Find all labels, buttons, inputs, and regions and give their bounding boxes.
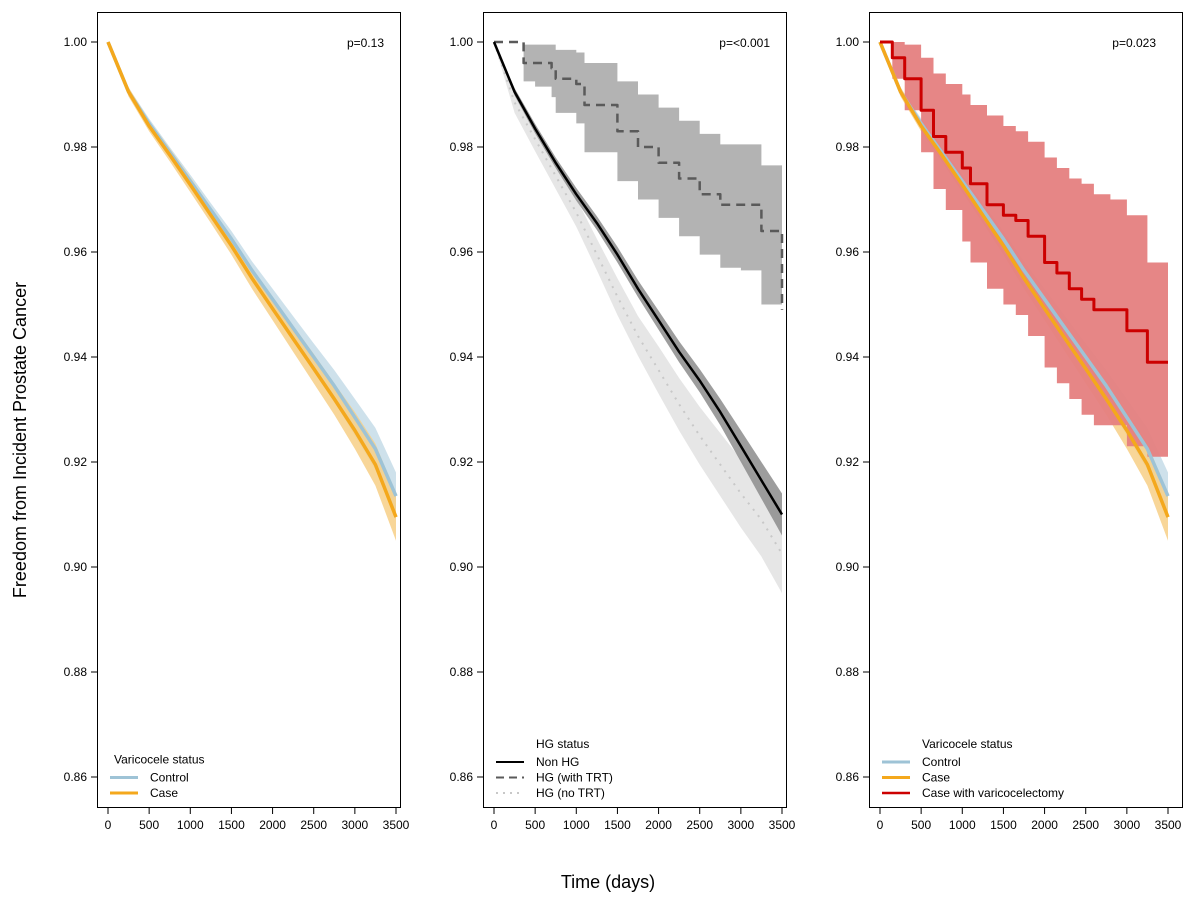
legend-title: Varicocele status <box>922 737 1013 751</box>
legend-entry: Case <box>922 771 950 785</box>
y-tick-label: 0.86 <box>64 770 88 784</box>
x-tick-label: 500 <box>139 818 159 832</box>
y-tick-label: 0.88 <box>836 665 860 679</box>
x-tick-label: 1500 <box>218 818 245 832</box>
y-tick-label: 0.94 <box>450 350 474 364</box>
x-tick-label: 2500 <box>1072 818 1099 832</box>
series-line <box>880 40 1168 364</box>
legend-entry: Control <box>922 755 961 769</box>
y-tick-label: 0.90 <box>64 560 88 574</box>
legend-entry: Case with varicocelectomy <box>922 786 1064 800</box>
confidence-band <box>108 42 396 541</box>
plot-area <box>878 40 1170 541</box>
y-tick-label: 0.96 <box>450 245 474 259</box>
x-tick-label: 0 <box>105 818 112 832</box>
y-tick-label: 0.92 <box>64 455 88 469</box>
legend-entry: HG (with TRT) <box>536 771 613 785</box>
p-value-annotation: p=0.13 <box>347 36 384 50</box>
y-tick-label: 1.00 <box>836 35 860 49</box>
y-tick-label: 0.86 <box>450 770 474 784</box>
series-line <box>878 41 1170 518</box>
x-tick-label: 1000 <box>177 818 204 832</box>
legend-entry: Control <box>150 771 189 785</box>
y-tick-label: 0.86 <box>836 770 860 784</box>
x-tick-label: 1500 <box>604 818 631 832</box>
legend-title: Varicocele status <box>114 753 205 767</box>
x-tick-label: 3500 <box>1155 818 1182 832</box>
series-line <box>492 41 784 516</box>
plot-frame <box>483 12 787 808</box>
y-tick-label: 0.92 <box>836 455 860 469</box>
y-tick-label: 0.98 <box>64 140 88 154</box>
series-line <box>493 41 783 555</box>
x-tick-label: 3500 <box>769 818 796 832</box>
x-tick-label: 3500 <box>383 818 410 832</box>
x-tick-label: 3000 <box>728 818 755 832</box>
panel-left-varicocele: 0.86 0.88 0.90 0.92 0.94 0.96 0.98 1.00 0 500 1000… <box>64 12 410 832</box>
legend-title: HG status <box>536 737 589 751</box>
x-tick-label: 1000 <box>949 818 976 832</box>
x-tick-label: 0 <box>877 818 884 832</box>
p-value-annotation: p=0.023 <box>1112 36 1156 50</box>
x-tick-label: 2500 <box>686 818 713 832</box>
y-tick-label: 1.00 <box>64 35 88 49</box>
p-value-annotation: p=<0.001 <box>719 36 770 50</box>
plot-area <box>492 40 784 594</box>
y-tick-label: 0.88 <box>64 665 88 679</box>
y-tick-label: 0.94 <box>836 350 860 364</box>
x-tick-label: 2000 <box>1031 818 1058 832</box>
x-tick-label: 500 <box>911 818 931 832</box>
y-tick-label: 0.94 <box>64 350 88 364</box>
y-axis-title: Freedom from Incident Prostate Cancer <box>10 282 30 598</box>
y-tick-label: 0.90 <box>450 560 474 574</box>
panel-middle-hg: 0.86 0.88 0.90 0.92 0.94 0.96 0.98 1.00 0 500 1000… <box>450 12 796 832</box>
x-tick-label: 3000 <box>342 818 369 832</box>
y-tick-label: 0.98 <box>836 140 860 154</box>
y-tick-label: 0.90 <box>836 560 860 574</box>
legend: HG status Non HG HG (with TRT)HG (no TRT) <box>496 737 613 800</box>
x-tick-label: 3000 <box>1114 818 1141 832</box>
legend-entry: HG (no TRT) <box>536 786 605 800</box>
confidence-band <box>108 42 396 520</box>
x-tick-label: 1000 <box>563 818 590 832</box>
panel-right-varicocelectomy: 0.86 0.88 0.90 0.92 0.94 0.96 0.98 1.00 0 500 1000… <box>836 12 1183 832</box>
y-tick-label: 0.96 <box>64 245 88 259</box>
x-axis-title: Time (days) <box>561 872 655 892</box>
x-tick-label: 2000 <box>645 818 672 832</box>
confidence-band <box>494 42 782 594</box>
y-tick-label: 0.88 <box>450 665 474 679</box>
x-tick-label: 2000 <box>259 818 286 832</box>
legend-entry: Case <box>150 786 178 800</box>
x-tick-label: 0 <box>491 818 498 832</box>
legend-entry: Non HG <box>536 755 579 769</box>
y-tick-label: 1.00 <box>450 35 474 49</box>
series-line <box>106 41 398 518</box>
x-tick-label: 500 <box>525 818 545 832</box>
series-line <box>494 40 784 310</box>
x-tick-label: 2500 <box>300 818 327 832</box>
plot-area <box>106 41 398 541</box>
y-tick-label: 0.96 <box>836 245 860 259</box>
y-tick-label: 0.98 <box>450 140 474 154</box>
y-tick-label: 0.92 <box>450 455 474 469</box>
confidence-band <box>880 42 1168 457</box>
plot-frame <box>97 12 401 808</box>
x-tick-label: 1500 <box>990 818 1017 832</box>
